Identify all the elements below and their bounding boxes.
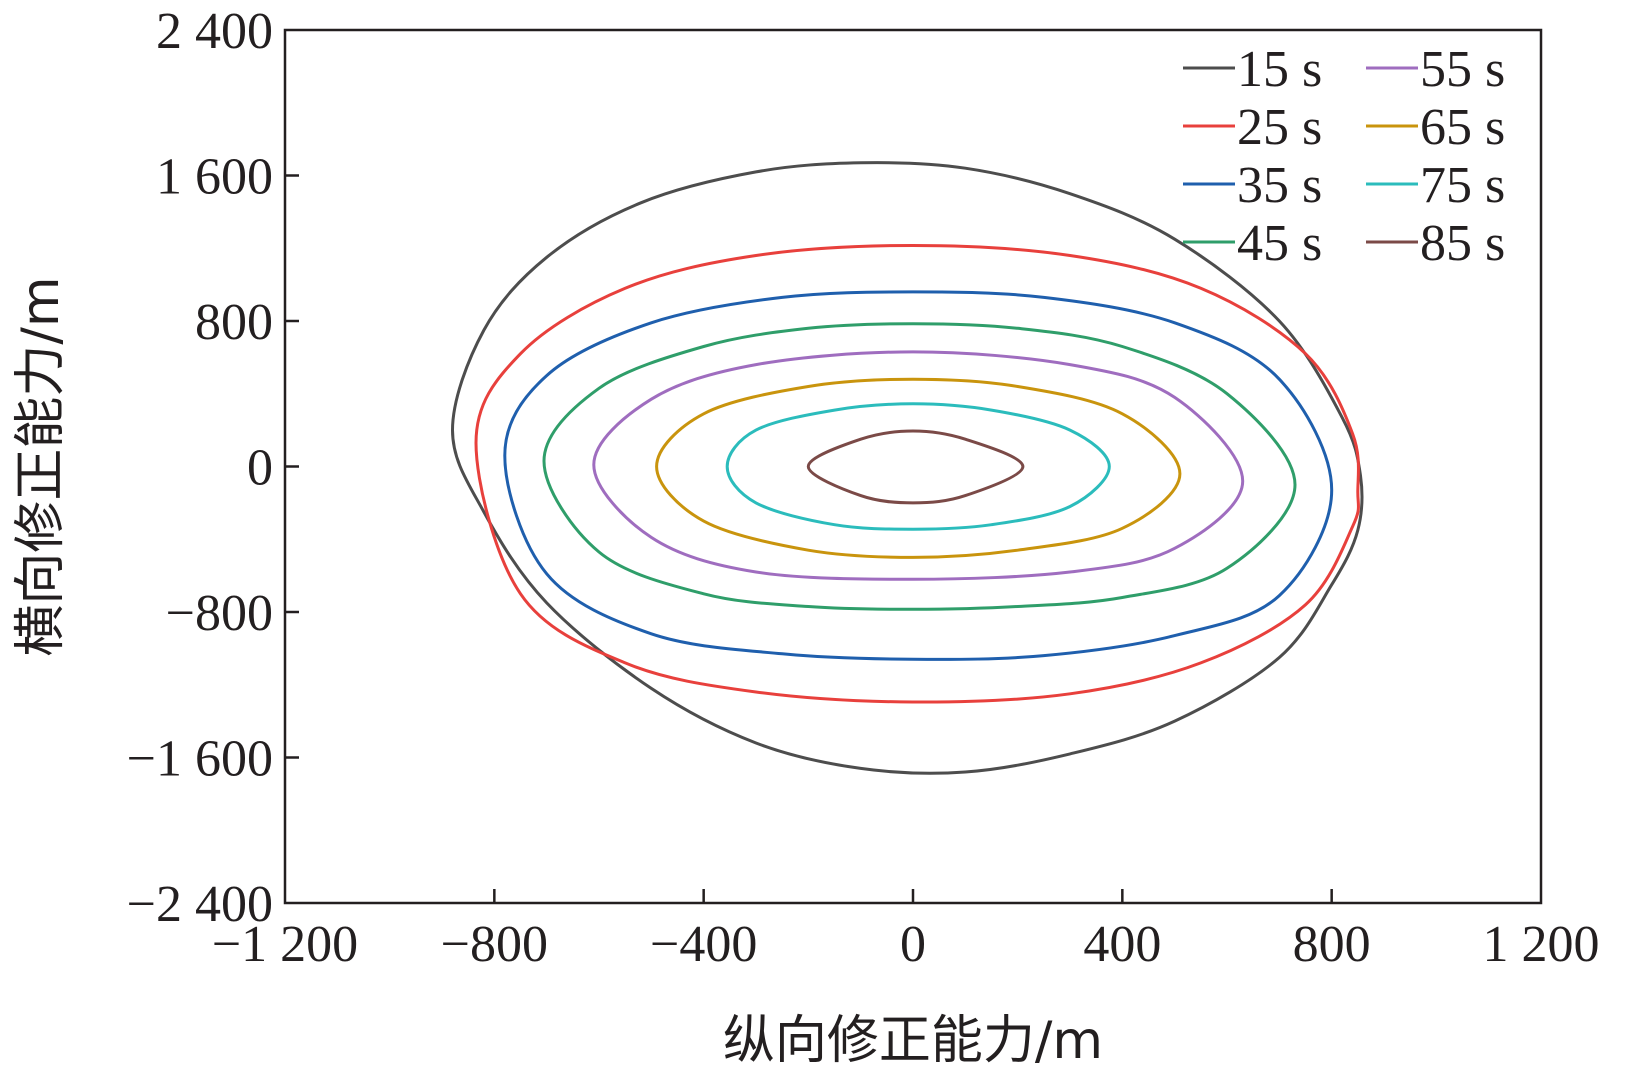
legend-label: 15 s [1237,41,1322,98]
series-line-15s [450,161,1364,775]
series-line-75s [725,402,1111,531]
y-tick-label: −2 400 [127,876,273,933]
y-axis-title: 横向修正能力/m [11,276,71,656]
legend-label: 25 s [1237,99,1322,156]
legend-label: 65 s [1420,99,1505,156]
legend-label: 85 s [1420,215,1505,272]
x-tick-label: 400 [1083,916,1161,973]
legend-label: 35 s [1237,157,1322,214]
x-tick-label: 0 [900,916,926,973]
x-tick-label: −400 [650,916,757,973]
x-tick-label: 1 200 [1483,916,1600,973]
legend-label: 75 s [1420,157,1505,214]
y-tick-label: 2 400 [156,3,273,60]
series-line-55s [592,350,1245,581]
x-tick-label: 800 [1293,916,1371,973]
series-line-35s [503,290,1334,661]
y-tick-label: −800 [166,585,273,642]
series-line-85s [806,429,1025,505]
series-line-65s [655,377,1182,559]
x-axis-title: 纵向修正能力/m [723,1011,1103,1071]
x-tick-label: −800 [441,916,548,973]
series-layer [450,161,1364,775]
series-line-25s [474,243,1360,704]
x-tick-label: −1 200 [212,916,358,973]
y-tick-label: −1 600 [127,731,273,788]
legend-label: 55 s [1420,41,1505,98]
legend: 15 s25 s35 s45 s 55 s65 s75 s85 s [1183,41,1505,272]
legend-label: 45 s [1237,215,1322,272]
series-line-45s [542,322,1297,611]
y-tick-label: 800 [195,294,273,351]
y-tick-label: 1 600 [156,149,273,206]
y-tick-label: 0 [247,440,273,497]
ticks-layer: −1 200 −800 −400 0 400 800 1 200 −2 400 −1 600 −8… [127,3,1600,973]
